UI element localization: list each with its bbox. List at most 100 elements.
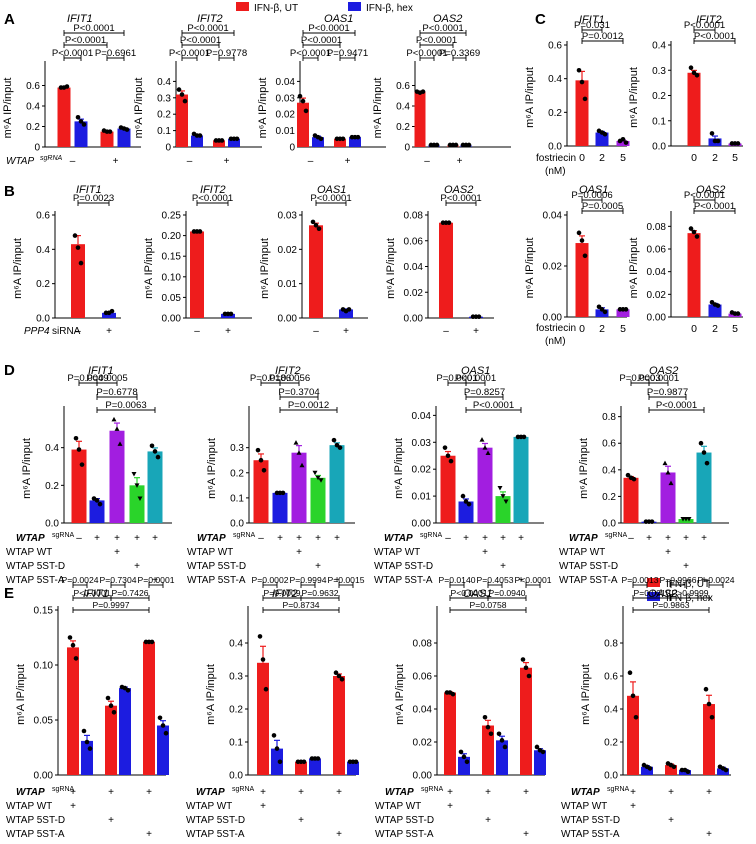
e-mark: + [298, 815, 304, 826]
d-wtap-label: WTAP [384, 533, 413, 544]
data-point [691, 229, 697, 235]
data-point [105, 695, 111, 701]
chart-title: IFIT2 [200, 184, 226, 196]
stat-label: P=0.9994 [289, 575, 326, 585]
x-tick-label: 2 [599, 323, 605, 335]
chart-b-oas1: OAS1 0.00 0.01 0.02 0.03 m⁶A IP/input P<0.0001… [259, 184, 368, 337]
x-tick-label: + [224, 156, 230, 167]
y-tick-label: 0.1 [230, 493, 244, 504]
data-point [70, 642, 76, 648]
e-mark: + [706, 829, 712, 840]
panel-letter-a: A [4, 11, 15, 28]
bar [57, 87, 71, 147]
y-tick-label: 0.6 [396, 81, 410, 92]
data-point [630, 693, 636, 699]
data-point [78, 260, 84, 266]
data-point [78, 119, 84, 124]
bar [228, 138, 240, 147]
e-mark: + [260, 801, 266, 812]
stat-label: P=0.0006 [571, 190, 612, 201]
d-mark: + [296, 533, 302, 544]
stat-label: P=0.3704 [278, 387, 320, 398]
bar [534, 750, 546, 775]
stat-label: P=0.0758 [469, 600, 506, 610]
stat-label: P=0.0024 [697, 575, 734, 585]
label-b-sirna: siRNA [52, 326, 81, 337]
d-mark: + [334, 575, 340, 586]
stat-label: P<0.0001 [406, 48, 447, 59]
chart-title: OAS1 [463, 588, 492, 600]
data-point [450, 691, 456, 697]
data-point [503, 499, 509, 504]
y-tick-label: 0.4 [36, 245, 50, 256]
chart-d-oas1: OAS1 0.00 0.01 0.02 0.03 0.04 m⁶A IP/input P=0.… [393, 365, 544, 530]
y-tick-label: 0.2 [45, 481, 59, 492]
x-tick-label: 5 [620, 152, 626, 164]
data-point [355, 134, 361, 140]
bar [687, 72, 701, 146]
data-point [582, 96, 588, 102]
data-point [73, 435, 79, 441]
bar [67, 647, 79, 775]
data-point [686, 517, 692, 522]
data-point [157, 715, 163, 721]
x-tick-label: 0 [691, 152, 697, 164]
data-point [318, 478, 324, 483]
y-tick-label: 0.00 [34, 771, 54, 782]
data-point [179, 92, 185, 97]
data-point [698, 440, 704, 446]
e-mark: + [523, 787, 529, 798]
y-tick-label: 0.01 [276, 126, 296, 137]
data-point [665, 469, 671, 475]
bar [309, 225, 323, 318]
data-point [662, 460, 668, 466]
d-mark: + [665, 533, 671, 544]
y-tick-label: 0.25 [162, 211, 182, 222]
stat-label: P=0.0015 [327, 575, 364, 585]
bar [257, 662, 269, 775]
data-point [671, 764, 677, 770]
stat-label: P=0.7304 [99, 575, 136, 585]
stat-label: P<0.0001 [187, 23, 228, 34]
chart-title: IFIT2 [197, 13, 223, 25]
d-wtap-label: WTAP [16, 533, 45, 544]
chart-title: OAS2 [649, 365, 678, 377]
stat-label: P=0.0001 [436, 373, 477, 384]
stat-label: P=0.9778 [206, 48, 247, 59]
data-point [73, 656, 79, 661]
data-point [293, 440, 299, 445]
y-tick-label: 0.08 [413, 639, 433, 650]
stat-label: P=0.0024 [61, 575, 98, 585]
x-tick-label: 2 [712, 152, 718, 164]
bar [440, 455, 456, 523]
bar [157, 725, 169, 775]
y-axis-label: m⁶A IP/input [580, 664, 592, 725]
chart-e-ifit1: IFIT1 0.00 0.05 0.10 0.15 m⁶A IP/input P=0.002… [15, 575, 175, 782]
chart-e-ifit2: IFIT2 0.0 0.1 0.2 0.3 0.4 m⁶A IP/input P=0.0002… [205, 575, 365, 782]
y-axis-label: m⁶A IP/input [372, 78, 384, 139]
e-mark: + [706, 787, 712, 798]
d-row-label: WTAP 5ST-D [187, 561, 246, 572]
data-point [463, 499, 469, 504]
bar [477, 447, 493, 523]
data-point [149, 443, 155, 449]
y-axis-label: m⁶A IP/input [205, 664, 217, 725]
e-mark: + [668, 787, 674, 798]
y-tick-label: 0.1 [229, 738, 243, 749]
d-sgrna-label: sgRNA [52, 532, 75, 539]
data-point [599, 307, 605, 312]
chart-title: OAS2 [444, 184, 473, 196]
bar [81, 740, 93, 775]
d-row-label: WTAP 5ST-A [374, 575, 433, 586]
d-mark: + [701, 575, 707, 586]
data-point [694, 73, 700, 78]
data-point [540, 749, 546, 755]
data-point [668, 480, 674, 486]
y-tick-label: 0.2 [230, 468, 244, 479]
y-tick-label: 0.0 [45, 519, 59, 530]
y-axis-label: m⁶A IP/input [524, 238, 536, 299]
chart-title: IFIT1 [67, 13, 93, 25]
